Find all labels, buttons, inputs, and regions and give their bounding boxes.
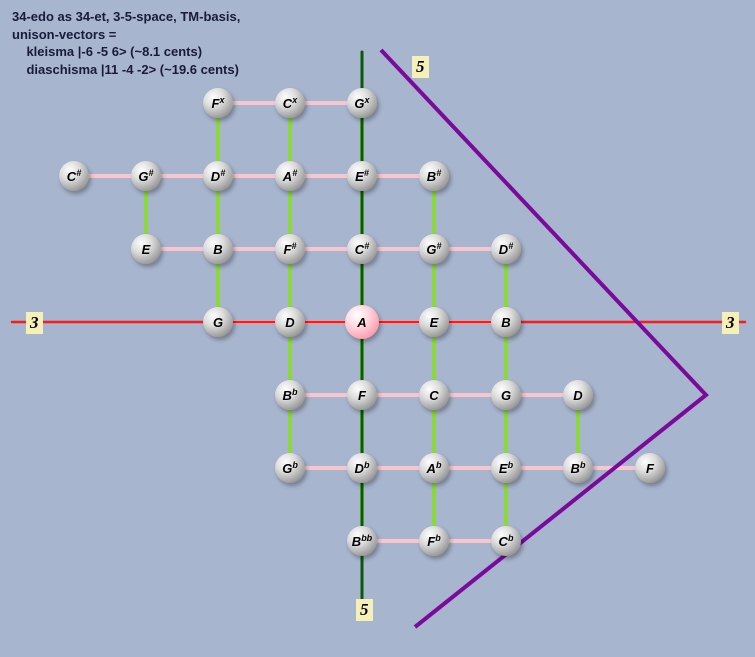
lattice-node: C#	[347, 234, 377, 264]
node-label: B#	[427, 169, 441, 184]
lattice-node: C#	[59, 161, 89, 191]
lattice-node: B	[203, 234, 233, 264]
node-label: D	[285, 315, 294, 330]
axis-5-label-bottom: 5	[356, 599, 373, 621]
lattice-node: G#	[419, 234, 449, 264]
node-label: C	[429, 388, 438, 403]
lattice-node: Fb	[419, 526, 449, 556]
node-label: E#	[355, 169, 369, 184]
node-label: Db	[355, 461, 370, 476]
lattice-node: D#	[203, 161, 233, 191]
axis-3-label-left: 3	[26, 312, 43, 334]
lattice-node: Bb	[275, 380, 305, 410]
node-label: Bbb	[352, 534, 372, 549]
lattice-node: B#	[419, 161, 449, 191]
node-label: C#	[355, 242, 369, 257]
lattice-node: Eb	[491, 453, 521, 483]
axis-5-label-top: 5	[412, 56, 429, 78]
node-label: Gb	[282, 461, 298, 476]
node-label: A	[357, 315, 366, 330]
node-label: Ab	[427, 461, 442, 476]
lattice-node: Db	[347, 453, 377, 483]
lattice-node: F	[347, 380, 377, 410]
lattice-node: F#	[275, 234, 305, 264]
node-label: Cb	[499, 534, 514, 549]
node-label: Fx	[212, 96, 225, 111]
lattice-node: C	[419, 380, 449, 410]
node-label: D#	[499, 242, 513, 257]
lattice-node: F	[635, 453, 665, 483]
lattice-node: A	[347, 307, 377, 337]
lattice-node: G	[491, 380, 521, 410]
node-label: C#	[67, 169, 81, 184]
lattice-node: E	[131, 234, 161, 264]
node-label: B	[501, 315, 510, 330]
node-label: F#	[284, 242, 297, 257]
lattice-node: Cb	[491, 526, 521, 556]
lattice-node: B	[491, 307, 521, 337]
node-label: D	[573, 388, 582, 403]
axis-3-label-right: 3	[722, 312, 739, 334]
lattice-node: A#	[275, 161, 305, 191]
node-label: E	[430, 315, 439, 330]
lattice-node: Cx	[275, 88, 305, 118]
node-label: Gx	[354, 96, 369, 111]
node-label: G	[213, 315, 223, 330]
lattice-node: Bb	[563, 453, 593, 483]
lattice-node: Ab	[419, 453, 449, 483]
node-label: F	[646, 461, 654, 476]
lattice-node: Fx	[203, 88, 233, 118]
node-label: B	[213, 242, 222, 257]
node-label: G#	[138, 169, 153, 184]
node-label: Bb	[283, 388, 298, 403]
lattice-node: G	[203, 307, 233, 337]
node-label: G	[501, 388, 511, 403]
node-label: G#	[426, 242, 441, 257]
node-label: A#	[283, 169, 297, 184]
node-label: E	[142, 242, 151, 257]
lattice-node: D#	[491, 234, 521, 264]
lattice-node: G#	[131, 161, 161, 191]
lattice-node: D	[563, 380, 593, 410]
node-label: Cx	[283, 96, 297, 111]
node-label: Eb	[499, 461, 513, 476]
lattice-node: Gx	[347, 88, 377, 118]
node-label: F	[358, 388, 366, 403]
node-label: D#	[211, 169, 225, 184]
lattice-node: Gb	[275, 453, 305, 483]
lattice-node: E#	[347, 161, 377, 191]
node-label: Fb	[427, 534, 440, 549]
node-label: Bb	[571, 461, 586, 476]
lattice-node: E	[419, 307, 449, 337]
lattice-node: D	[275, 307, 305, 337]
lattice-node: Bbb	[347, 526, 377, 556]
